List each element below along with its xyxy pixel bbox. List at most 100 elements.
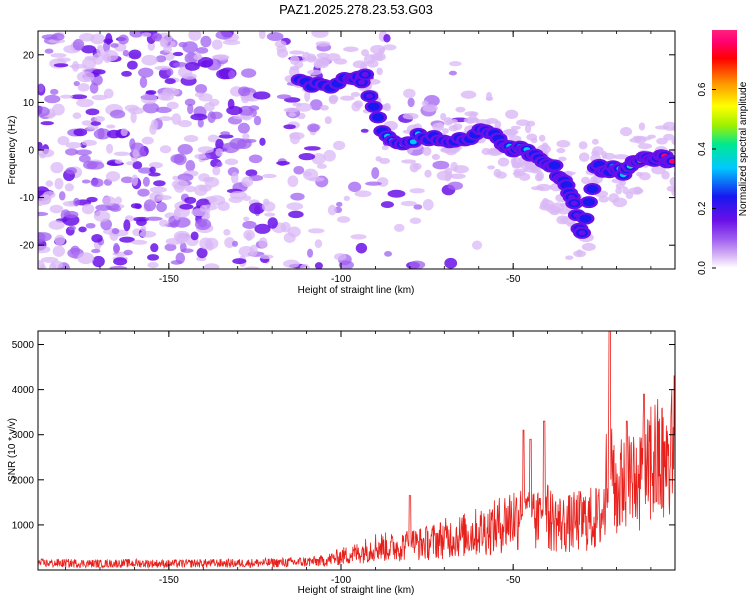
snr-ytick-label: 5000 [12, 340, 35, 351]
spectrogram-noise-blob [149, 186, 167, 193]
spectrogram-haze-blob [373, 52, 386, 61]
spectrogram-haze-blob [556, 215, 569, 225]
spectrogram-noise-blob [114, 159, 123, 164]
spectrogram-haze-blob [379, 157, 391, 164]
spectrogram-noise-blob [400, 200, 417, 207]
spectrogram-noise-blob [90, 178, 104, 188]
spectrogram-noise-blob [232, 258, 247, 265]
spectrogram-noise-blob [114, 196, 123, 205]
spectrogram-noise-blob [199, 237, 213, 250]
spectrogram-haze-blob [534, 173, 543, 182]
spectrogram-noise-blob [172, 175, 180, 181]
spectrogram-noise-blob [243, 229, 255, 241]
spectrogram-y-label: Frequency (Hz) [7, 116, 18, 185]
colorbar-label: Normalized spectral amplitude [738, 81, 749, 216]
spectrogram-noise-blob [162, 87, 180, 97]
spectrogram-noise-blob [92, 255, 105, 268]
colorbar-tick-label: 0.2 [697, 201, 708, 215]
spectrogram-noise-blob [307, 123, 320, 133]
spectrogram-haze-blob [497, 157, 510, 167]
spectrogram-noise-blob [142, 176, 150, 187]
spectrogram-noise-blob [350, 234, 367, 240]
spectrogram-noise-blob [121, 70, 132, 77]
spectrogram-noise-blob [151, 32, 162, 42]
spectrogram-noise-blob [343, 195, 351, 201]
spectrogram-x-label: Height of straight line (km) [298, 285, 415, 296]
spectrogram-noise-blob [218, 134, 234, 139]
spectrogram-noise-blob [195, 83, 208, 94]
spectrogram-noise-blob [258, 31, 266, 40]
spectrogram-noise-blob [287, 175, 299, 188]
spectrogram-noise-blob [259, 137, 266, 146]
spectrogram-noise-blob [173, 209, 181, 221]
spectrogram-noise-blob [259, 254, 274, 259]
spectrogram-noise-blob [229, 191, 248, 200]
spectrogram-noise-blob [243, 216, 250, 222]
spectrogram-haze-blob [316, 52, 330, 59]
spectrogram-noise-blob [129, 31, 144, 38]
ridge-blob-core [578, 230, 586, 236]
spectrogram-noise-blob [97, 127, 105, 140]
spectrogram-haze-blob [277, 48, 289, 58]
spectrogram-haze-blob [581, 242, 596, 251]
spectrogram-noise-blob [149, 191, 164, 202]
spectrogram-haze-blob [421, 100, 429, 107]
spectrogram-noise-blob [54, 177, 64, 190]
spectrogram-noise-blob [106, 143, 114, 154]
spectrogram-noise-blob [215, 31, 233, 40]
spectrogram-noise-blob [241, 176, 254, 187]
spectrogram-haze-blob [511, 161, 521, 169]
spectrogram-noise-blob [143, 199, 157, 212]
spectrogram-haze-blob [464, 111, 479, 117]
spectrogram-noise-blob [113, 151, 130, 157]
spectrogram-noise-blob [128, 49, 142, 60]
spectrogram-noise-blob [409, 188, 425, 194]
spectrogram-haze-blob [288, 112, 296, 117]
spectrogram-noise-blob [360, 128, 369, 133]
spectrogram-haze-blob [538, 134, 546, 142]
spectrogram-haze-blob [508, 135, 522, 142]
spectrogram-noise-blob [159, 145, 172, 154]
spectrogram-noise-blob [185, 160, 196, 172]
spectrogram-haze-blob [375, 156, 382, 162]
spectrogram-haze-blob [512, 171, 526, 176]
spectrogram-noise-blob [365, 181, 382, 186]
spectrogram-noise-blob [267, 217, 278, 229]
spectrogram-noise-blob [83, 160, 98, 170]
spectrogram-noise-blob [72, 38, 85, 51]
spectrogram-haze-blob [680, 183, 689, 187]
spectrogram-noise-blob [293, 165, 305, 175]
spectrogram-noise-blob [323, 149, 336, 162]
spectrogram-noise-blob [92, 53, 104, 65]
spectrogram-noise-blob [384, 250, 393, 257]
spectrogram-noise-blob [242, 220, 257, 230]
spectrogram-haze-blob [487, 165, 496, 170]
spectrogram-noise-blob [106, 124, 116, 129]
spectrogram-noise-blob [38, 141, 43, 151]
spectrogram-noise-blob [212, 165, 221, 176]
spectrogram-noise-blob [48, 220, 65, 230]
spectrogram-noise-blob [109, 265, 128, 269]
ridge-blob-core [570, 200, 578, 206]
spectrogram-noise-blob [253, 115, 262, 126]
spectrogram-noise-blob [85, 108, 100, 116]
spectrogram-noise-blob [65, 141, 82, 149]
spectrogram-haze-blob [634, 135, 647, 144]
spectrogram-haze-blob [637, 143, 653, 150]
spectrogram-haze-blob [541, 142, 549, 151]
spectrogram-noise-blob [159, 39, 168, 48]
spectrogram-noise-blob [64, 183, 74, 192]
spectrogram-haze-blob [671, 188, 675, 197]
spectrogram-haze-blob [361, 49, 370, 57]
snr-ticks: -150 -100 -50 1000 2000 3000 4000 5000 [12, 331, 675, 586]
spectrogram-haze-blob [638, 122, 646, 131]
spectrogram-noise-blob [38, 106, 50, 117]
spectrogram-noise-blob [409, 217, 422, 224]
spectrogram-haze-blob [493, 168, 502, 178]
spectrogram-noise-blob [307, 248, 314, 258]
spectrogram-haze-blob [615, 187, 623, 195]
spectrogram-haze-blob [442, 128, 449, 134]
spectrogram-haze-blob [453, 165, 469, 174]
spectrogram-haze-blob [292, 102, 302, 107]
spectrogram-noise-blob [304, 90, 311, 102]
